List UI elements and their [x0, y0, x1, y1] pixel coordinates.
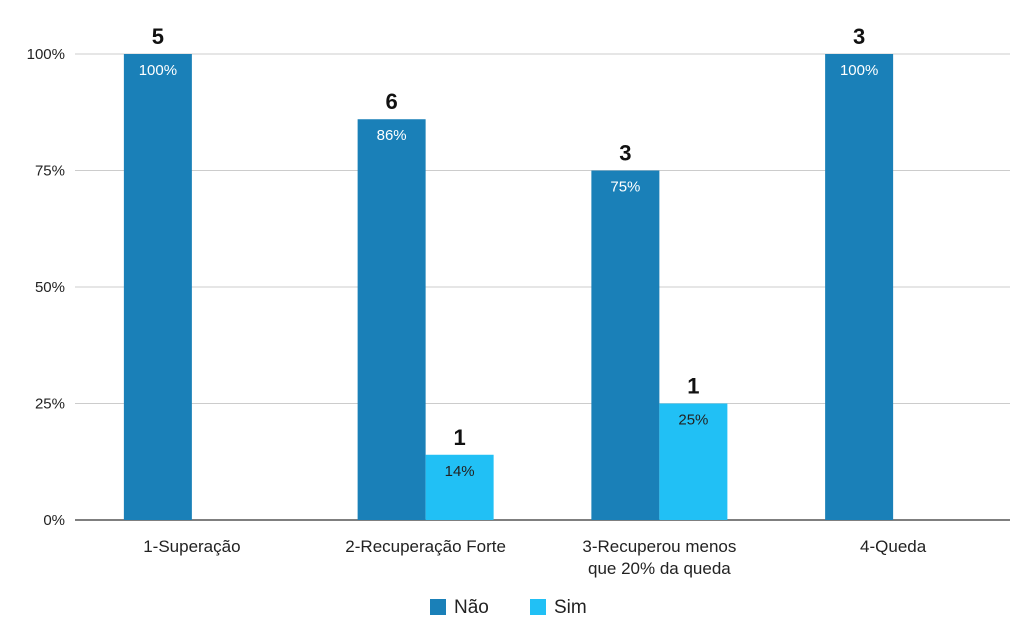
bar-inner-label: 75%	[610, 179, 640, 196]
legend-label: Sim	[554, 597, 587, 618]
bar-count-label: 3	[853, 24, 865, 49]
x-category-label: 3-Recuperou menos	[582, 537, 736, 556]
x-category-label: 1-Superação	[143, 537, 240, 556]
bar-count-label: 5	[152, 24, 164, 49]
bar-count-label: 6	[386, 89, 398, 114]
bar-nao	[123, 54, 192, 520]
y-tick-label: 25%	[35, 396, 65, 413]
legend-swatch-nao	[430, 599, 446, 615]
bar-inner-label: 100%	[840, 62, 878, 79]
bar-count-label: 1	[687, 374, 699, 399]
y-tick-label: 0%	[43, 512, 65, 529]
bar-inner-label: 14%	[445, 463, 475, 480]
x-category-label: 4-Queda	[860, 537, 927, 556]
bar-count-label: 1	[454, 425, 466, 450]
bar-nao	[357, 119, 426, 521]
bar-count-label: 3	[619, 141, 631, 166]
bar-inner-label: 100%	[139, 62, 177, 79]
bar-nao	[591, 170, 660, 520]
y-tick-label: 100%	[27, 46, 65, 63]
bar-nao	[825, 54, 894, 520]
x-category-label: 2-Recuperação Forte	[345, 537, 506, 556]
bar-inner-label: 25%	[678, 412, 708, 429]
legend-swatch-sim	[530, 599, 546, 615]
x-category-label: que 20% da queda	[588, 559, 731, 578]
legend-label: Não	[454, 597, 489, 618]
bar-sim	[659, 403, 728, 520]
y-tick-label: 75%	[35, 163, 65, 180]
bar-inner-label: 86%	[377, 127, 407, 144]
bar-sim	[425, 454, 494, 520]
y-tick-label: 50%	[35, 279, 65, 296]
